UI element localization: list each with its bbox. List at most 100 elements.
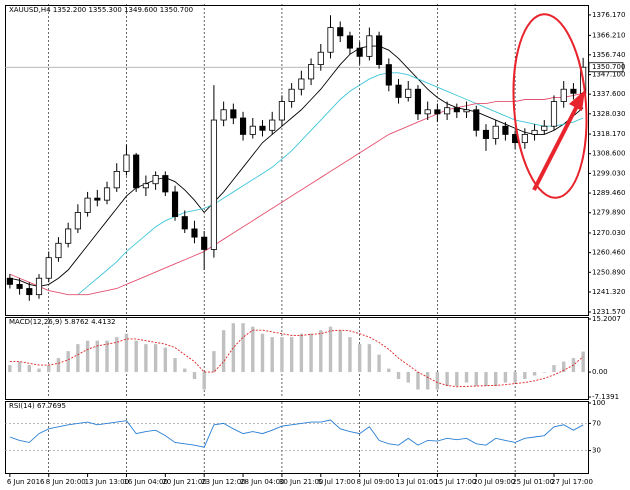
y-tick-label: 1231.570 (592, 308, 625, 316)
macd-bar (260, 333, 265, 373)
macd-bar (47, 365, 51, 373)
y-tick-label: 1318.170 (592, 130, 625, 138)
macd-bar (484, 372, 488, 387)
macd-bar (416, 372, 420, 390)
candle-body (560, 88, 567, 102)
candle-body (152, 175, 159, 185)
macd-bar (455, 372, 459, 387)
rsi-line (9, 419, 584, 448)
candle-body (482, 129, 490, 139)
x-tick-label: 27 Jul 17:00 (551, 478, 593, 486)
candle-body (201, 236, 208, 250)
y-tick-label: -7.1391 (592, 393, 619, 401)
candle-body (385, 64, 392, 86)
macd-bar (270, 337, 274, 373)
macd-bar (56, 358, 61, 373)
macd-bar (377, 354, 381, 373)
macd-bar (192, 372, 197, 380)
x-tick-label: 16 Jun 04:00 (123, 478, 167, 486)
candle-body (570, 88, 577, 94)
candle-body (55, 242, 62, 259)
candle-body (220, 109, 227, 121)
candle-body (521, 134, 528, 144)
macd-bar (348, 337, 352, 373)
candle-body (453, 107, 460, 113)
candle-body (65, 228, 72, 244)
current-price-box (588, 62, 624, 73)
candle-body (298, 78, 305, 90)
moving-average (9, 45, 584, 287)
macd-bar (153, 344, 158, 373)
x-tick-label: 6 Jun 2016 (7, 478, 45, 486)
y-tick-label: 1366.210 (592, 31, 625, 39)
candle-body (414, 88, 422, 115)
candle-body (171, 191, 179, 217)
macd-bar (523, 372, 527, 380)
candle-body (123, 154, 130, 172)
y-tick-label: 1299.030 (592, 169, 625, 177)
y-tick-label: 15.2007 (592, 315, 621, 323)
candle-body (531, 129, 538, 135)
candle-body (133, 154, 140, 189)
x-tick-label: 20 Jun 21:00 (162, 478, 206, 486)
y-tick-label: 1347.100 (592, 71, 625, 79)
candle-body (45, 257, 52, 279)
macd-bar (183, 368, 187, 373)
y-tick-label: 1337.600 (592, 90, 625, 98)
macd-bar (66, 351, 70, 373)
macd-bar (542, 372, 546, 373)
macd-bar (328, 326, 333, 373)
y-tick-label: 70 (592, 419, 601, 427)
macd-bar (105, 340, 109, 373)
candle-body (327, 27, 334, 53)
x-tick-label: 15 Jul 17:00 (434, 478, 476, 486)
macd-bar (280, 337, 284, 373)
macd-bar (221, 330, 226, 373)
macd-bar (37, 368, 41, 373)
chart-title: XAUUSD,H4 1352.200 1355.300 1349.600 135… (9, 6, 193, 14)
candle-body (376, 35, 383, 65)
rsi-title: RSI(14) 67.7695 (9, 402, 66, 410)
x-tick-label: 8 Jul 09:00 (357, 478, 395, 486)
macd-bar (319, 330, 323, 373)
macd-bar (85, 340, 90, 373)
candle-body (94, 197, 101, 201)
macd-bar (299, 333, 304, 373)
candle-body (492, 125, 499, 139)
candle-body (35, 277, 43, 296)
macd-bar (357, 344, 362, 373)
macd-bar (144, 344, 148, 373)
candle-body (230, 109, 237, 119)
macd-bar (445, 372, 449, 387)
moving-average (77, 72, 584, 296)
y-tick-label: 0.00 (592, 368, 608, 376)
candle-body (308, 64, 315, 80)
candle-body (473, 109, 480, 131)
macd-bar (338, 330, 342, 373)
candle-body (26, 288, 33, 296)
macd-bar (474, 372, 478, 387)
candle-body (103, 187, 111, 201)
highlight-ellipse (512, 13, 588, 199)
macd-title: MACD(12,26,9) 5.8762 4.4132 (9, 318, 116, 326)
x-tick-label: 30 Jun 21:00 (279, 478, 323, 486)
candle-body (502, 125, 509, 135)
candle-body (142, 183, 149, 189)
candle-body (249, 125, 256, 135)
y-tick-label: 1376.170 (592, 11, 625, 19)
candle-body (162, 175, 169, 193)
x-tick-label: 13 Jun 13:00 (85, 478, 129, 486)
macd-bar (124, 333, 129, 373)
candle-body (550, 101, 558, 127)
candle-body (74, 212, 81, 230)
macd-bar (231, 323, 236, 373)
macd-bar (8, 365, 12, 373)
y-tick-label: 1260.460 (592, 249, 625, 257)
macd-bar (212, 351, 216, 373)
y-tick-label: 1250.890 (592, 268, 625, 276)
candle-body (16, 283, 23, 289)
candle-body (259, 125, 266, 131)
candle-body (317, 51, 324, 65)
main-panel (5, 5, 589, 316)
